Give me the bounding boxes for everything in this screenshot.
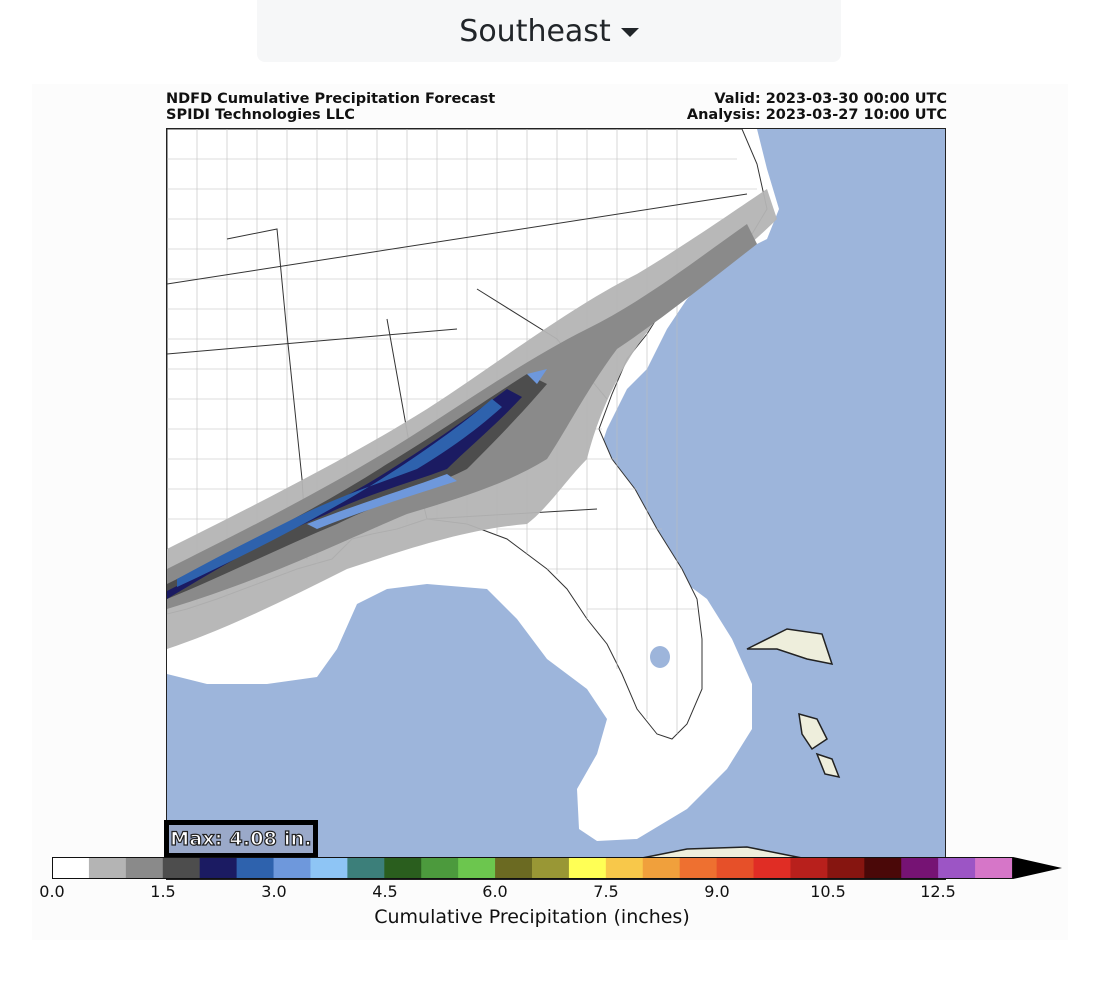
colorbar-segment: [864, 857, 902, 879]
colorbar-segment: [790, 857, 828, 879]
colorbar-title: Cumulative Precipitation (inches): [374, 906, 690, 928]
colorbar-segment: [568, 857, 607, 879]
colorbar-tick-label: 7.5: [593, 882, 619, 901]
colorbar-segment: [162, 857, 201, 879]
colorbar-segment: [532, 857, 570, 879]
colorbar-segment: [125, 857, 164, 879]
max-value-box: Max: 4.08 in.: [164, 820, 318, 858]
lake-okeechobee: [650, 646, 670, 668]
colorbar-segment: [310, 857, 348, 879]
region-dropdown[interactable]: Southeast: [257, 0, 841, 62]
colorbar-tick-label: 9.0: [704, 882, 730, 901]
colorbar-tick-label: 3.0: [261, 882, 287, 901]
colorbar-segment: [901, 857, 939, 879]
colorbar-extend-arrow: [1013, 857, 1062, 879]
caret-down-icon: [620, 27, 639, 37]
figure-credit: SPIDI Technologies LLC: [166, 107, 355, 123]
colorbar-segment: [827, 857, 865, 879]
colorbar-tick-label: 6.0: [482, 882, 508, 901]
colorbar-ticks: 0.0 1.5 3.0 4.5 6.0 7.5 9.0 10.5 12.5: [32, 882, 1068, 904]
colorbar-segment: [716, 857, 755, 879]
precip-very-heavy: [177, 399, 502, 587]
colorbar-segment: [938, 857, 976, 879]
figure-title: NDFD Cumulative Precipitation Forecast: [166, 91, 496, 107]
region-dropdown-label: Southeast: [459, 13, 611, 49]
colorbar-segment: [458, 857, 496, 879]
colorbar-segment: [347, 857, 385, 879]
colorbar-tick-label: 4.5: [372, 882, 398, 901]
colorbar-segment: [975, 857, 1013, 879]
colorbar-segment: [753, 857, 791, 879]
figure-header-right: Valid: 2023-03-30 00:00 UTC Analysis: 20…: [687, 91, 947, 123]
colorbar-tick-label: 1.5: [150, 882, 176, 901]
colorbar-segment: [642, 857, 681, 879]
colorbar-border: [52, 857, 1013, 879]
colorbar-segment: [605, 857, 644, 879]
colorbar-segment: [273, 857, 311, 879]
colorbar: [52, 857, 1062, 879]
colorbar-segment: [236, 857, 275, 879]
forecast-figure: NDFD Cumulative Precipitation Forecast S…: [32, 84, 1068, 940]
colorbar-tick-label: 0.0: [39, 882, 65, 901]
colorbar-segment: [495, 857, 533, 879]
analysis-time: Analysis: 2023-03-27 10:00 UTC: [686, 107, 947, 123]
colorbar-segment: [384, 857, 422, 879]
colorbar-segments: [52, 857, 1013, 879]
colorbar-segment: [88, 857, 127, 879]
colorbar-tick-label: 12.5: [920, 882, 956, 901]
colorbar-segment: [199, 857, 238, 879]
colorbar-segment: [421, 857, 459, 879]
colorbar-segment: [679, 857, 718, 879]
figure-header-left: NDFD Cumulative Precipitation Forecast S…: [166, 91, 495, 123]
colorbar-tick-label: 10.5: [810, 882, 846, 901]
map-svg: [167, 129, 945, 879]
precipitation-map: [166, 128, 946, 880]
max-value-label: Max: 4.08 in.: [170, 827, 313, 850]
colorbar-segment: [52, 857, 90, 879]
valid-time: Valid: 2023-03-30 00:00 UTC: [714, 91, 947, 107]
